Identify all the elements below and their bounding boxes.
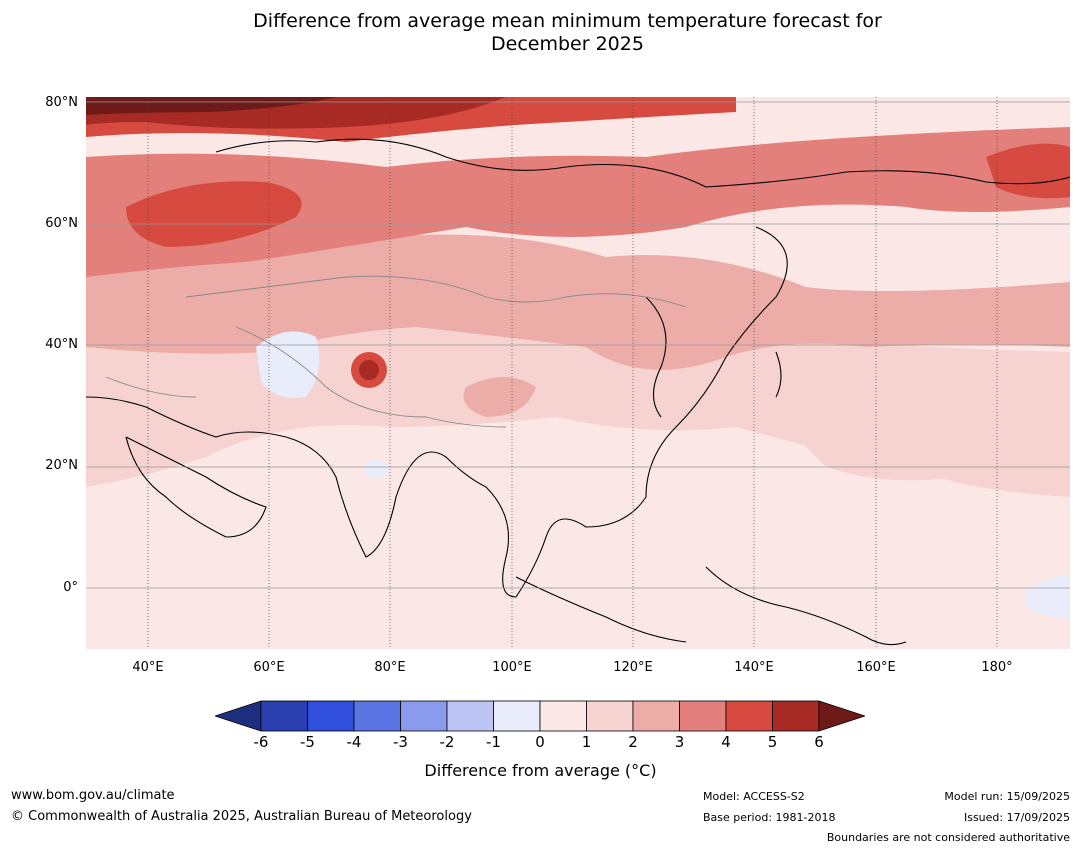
lon-label-140e: 140°E [734,660,774,675]
colorbar-tick-label: 6 [814,733,824,751]
colorbar-label: Difference from average (°C) [0,761,1081,780]
colorbar-tick-label: 4 [721,733,731,751]
colorbar-segment [539,700,587,732]
colorbar-label-prefix: Difference from average ( [424,761,632,780]
footer-model: Model: ACCESS-S2 [703,790,805,803]
colorbar-tick-label: -1 [486,733,501,751]
colorbar-svg [213,700,867,732]
colorbar-segment [260,700,308,732]
anomaly-4-5-east [986,143,1070,199]
colorbar-tick-label: -3 [393,733,408,751]
colorbar-segment [725,700,773,732]
anomaly-neg-central-asia [256,331,320,398]
colorbar-label-suffix: ) [650,761,657,780]
colorbar-tick-label: -2 [439,733,455,751]
anomaly-1-2-pacific [786,409,968,481]
title-line-1: Difference from average mean minimum tem… [253,10,882,32]
lon-label-80e: 80°E [374,660,406,675]
footer-issued: Issued: 17/09/2025 [963,811,1070,824]
colorbar-arrow-low [213,700,262,732]
colorbar-tick-label: 0 [535,733,545,751]
lat-label-40n: 40°N [45,337,78,352]
colorbar-segment [772,700,820,732]
anomaly-4-5-europe [126,181,302,247]
colorbar-tick-label: 2 [628,733,638,751]
anomaly-2-3-tibet [463,377,536,417]
colorbar [213,700,867,736]
colorbar-segment [493,700,541,732]
forecast-map [86,97,1070,649]
lat-label-0: 0° [63,580,78,595]
map-svg [86,97,1070,649]
colorbar-tick-label: 5 [767,733,778,751]
footer-disclaimer: Boundaries are not considered authoritat… [826,831,1070,844]
title-line-2: December 2025 [491,33,644,55]
colorbar-tick-label: -4 [346,733,362,751]
colorbar-tick-label: 1 [581,733,592,751]
anomaly-neg-india [364,460,388,478]
lon-label-160e: 160°E [856,660,896,675]
colorbar-tick-label: -5 [300,733,315,751]
lat-label-80n: 80°N [45,95,78,110]
colorbar-tick-label: 3 [674,733,685,751]
colorbar-segment [679,700,727,732]
lon-label-100e: 100°E [492,660,532,675]
lat-label-20n: 20°N [45,458,78,473]
anomaly-3-4 [86,127,1070,277]
colorbar-segment [446,700,494,732]
footer-website: www.bom.gov.au/climate [11,788,175,803]
colorbar-segment [400,700,448,732]
lon-label-40e: 40°E [132,660,164,675]
footer-model-run: Model run: 15/09/2025 [944,790,1070,803]
footer-base-period: Base period: 1981-2018 [703,811,836,824]
graticule [86,101,1070,589]
hotspot-inner [359,360,379,380]
lon-label-120e: 120°E [613,660,653,675]
lon-label-60e: 60°E [253,660,285,675]
colorbar-segment [353,700,401,732]
lat-label-60n: 60°N [45,216,78,231]
colorbar-arrow-high [818,700,867,732]
anomaly-neg-pacific [1026,575,1070,617]
map-title: Difference from average mean minimum tem… [0,10,1081,56]
colorbar-segment [586,700,634,732]
meridians [147,97,998,649]
colorbar-tick-label: -6 [253,733,269,751]
anomaly-above-6 [86,97,336,115]
colorbar-label-unit: °C [631,761,651,780]
footer-copyright: © Commonwealth of Australia 2025, Austra… [11,809,472,824]
anomaly-2-3 [86,225,1070,370]
borders [105,275,687,428]
coastlines [86,138,1070,646]
colorbar-segment [307,700,355,732]
colorbar-segment [632,700,680,732]
lon-label-180: 180° [981,660,1013,675]
